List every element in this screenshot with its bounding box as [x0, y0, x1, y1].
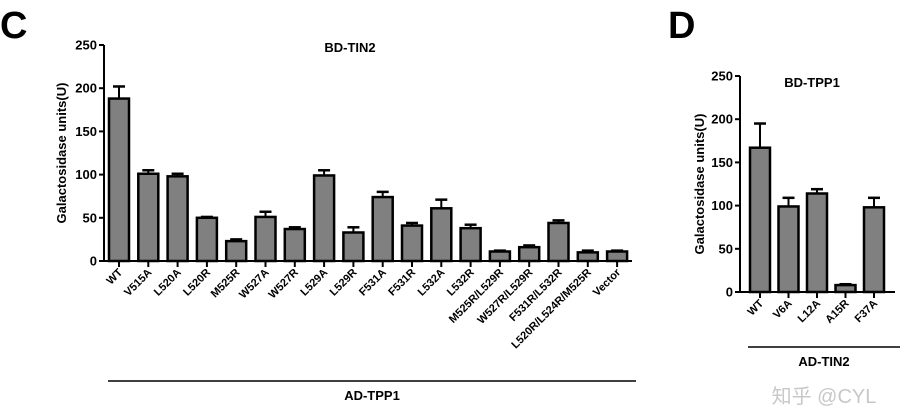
bar-l12a	[805, 192, 829, 294]
x-tick-label: W527R	[266, 267, 300, 301]
y-axis-label: Galactosidase units(U)	[692, 114, 707, 255]
x-tick-label: L529R	[328, 267, 360, 299]
bar-l532a	[430, 207, 453, 263]
x-tick-label: V515A	[122, 267, 154, 299]
x-tick-label: V6A	[771, 298, 795, 322]
bar-l520a	[166, 175, 189, 263]
panel-label: C	[0, 5, 27, 47]
y-tick-label: 50	[719, 241, 733, 256]
y-tick-label: 150	[711, 155, 733, 170]
y-tick-label: 100	[75, 167, 97, 182]
bar-wt	[748, 146, 772, 294]
bar-m525r	[224, 239, 248, 263]
y-tick-label: 250	[75, 38, 97, 53]
y-tick-label: 0	[90, 254, 97, 269]
bar-v515a	[137, 172, 160, 263]
y-axis-label: Galactosidase units(U)	[54, 83, 69, 224]
bar-f531r	[400, 224, 424, 263]
bar-wt	[107, 97, 131, 263]
x-tick-label: M525R	[209, 267, 243, 301]
x-axis-label: AD-TIN2	[798, 354, 849, 369]
x-tick-label: WT	[105, 266, 126, 287]
x-tick-label: L520R	[181, 267, 213, 299]
bar-v6a	[777, 205, 800, 294]
bar-w527r-l529r	[517, 245, 541, 263]
chart-title: BD-TPP1	[784, 75, 840, 90]
bar-a15r	[834, 283, 857, 294]
bar-vector	[605, 250, 629, 263]
bar-l529r	[342, 231, 365, 263]
panel-c: C BD-TIN2 Galactosidase units(U) 0 50 100 150 2…	[0, 5, 636, 403]
y-tick-label: 100	[711, 198, 733, 213]
y-tick-label: 200	[711, 112, 733, 127]
x-tick-label: F531A	[357, 267, 389, 299]
y-tick-label: 150	[75, 124, 97, 139]
y-tick-label: 0	[726, 285, 733, 300]
bar-w527r	[283, 227, 307, 263]
x-tick-label: W527A	[237, 267, 271, 301]
panel-d: D BD-TPP1 Galactosidase units(U) 0 50 100 150 2…	[668, 5, 900, 369]
y-tick-label: 50	[83, 210, 97, 225]
bar-l520r	[195, 216, 219, 263]
x-tick-label: L532A	[416, 267, 448, 299]
bar-m525r-l529r	[488, 250, 512, 263]
bar-l529a	[312, 174, 336, 263]
y-tick-label: 250	[711, 69, 733, 84]
bar-f531a	[371, 195, 394, 263]
bar-f531r-l532r	[547, 221, 570, 263]
bar-f37a	[862, 206, 886, 294]
x-axis-label: AD-TPP1	[344, 388, 400, 403]
bar-l520r-l524r-m525r	[576, 251, 600, 263]
x-tick-label: L529A	[298, 267, 330, 299]
watermark: 知乎 @CYL	[772, 385, 877, 408]
x-tick-label: F37A	[853, 298, 881, 326]
y-tick-label: 200	[75, 81, 97, 96]
chart-title: BD-TIN2	[324, 40, 375, 55]
bar-w527a	[254, 215, 277, 263]
x-tick-label: L12A	[796, 298, 824, 326]
bar-l532r	[459, 226, 482, 263]
x-tick-label: F531R	[386, 267, 418, 299]
panel-label: D	[668, 5, 695, 47]
x-tick-label: WT	[746, 297, 767, 318]
x-tick-label: A15R	[823, 298, 851, 326]
x-tick-label: Vector	[591, 266, 624, 299]
x-tick-label: L520A	[152, 267, 184, 299]
